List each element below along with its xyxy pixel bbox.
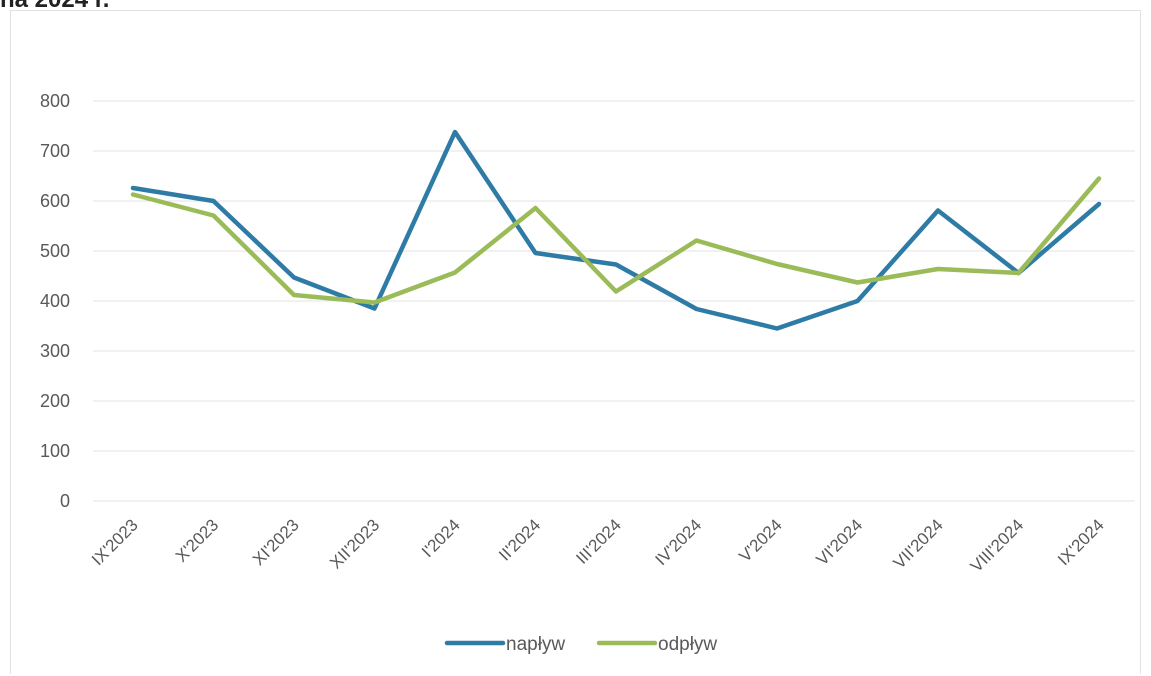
y-tick-label-200: 200 [40,391,70,411]
x-tick-label-12: IX'2024 [1054,515,1108,569]
legend-label-0: napływ [506,634,565,655]
y-tick-label-700: 700 [40,141,70,161]
x-tick-label-9: VI'2024 [812,515,866,569]
x-tick-label-0: IX'2023 [88,515,142,569]
y-tick-label-800: 800 [40,91,70,111]
y-axis-ticks: 0 100 200 300 400 500 600 700 800 [40,91,70,511]
frame-line-right [1140,10,1141,674]
chart-heading: na 2024 r. [0,0,109,14]
x-tick-label-2: XI'2023 [249,515,303,569]
y-tick-label-100: 100 [40,441,70,461]
x-tick-label-5: II'2024 [495,515,544,564]
x-tick-label-11: VIII'2024 [967,515,1028,576]
x-tick-label-10: VII'2024 [890,515,947,572]
x-tick-label-1: X'2023 [172,515,222,565]
x-tick-label-4: I'2024 [418,515,464,561]
frame-line-left [10,10,11,674]
y-tick-label-500: 500 [40,241,70,261]
x-tick-label-3: XII'2023 [326,515,383,572]
series-lines [130,129,1102,331]
legend: napływ odpływ [444,634,717,655]
frame-line-top [10,10,1141,11]
y-tick-label-400: 400 [40,291,70,311]
x-axis-ticks: IX'2023 X'2023 XI'2023 XII'2023 I'2024 II'202… [88,515,1108,576]
gridlines [93,100,1135,502]
x-tick-label-8: V'2024 [735,515,785,565]
y-tick-label-0: 0 [60,491,70,511]
legend-label-1: odpływ [658,634,717,655]
y-tick-label-300: 300 [40,341,70,361]
y-tick-label-600: 600 [40,191,70,211]
x-tick-label-7: IV'2024 [651,515,705,569]
series-line-0 [130,129,1102,331]
series-line-1 [130,176,1102,305]
x-tick-label-6: III'2024 [572,515,624,567]
